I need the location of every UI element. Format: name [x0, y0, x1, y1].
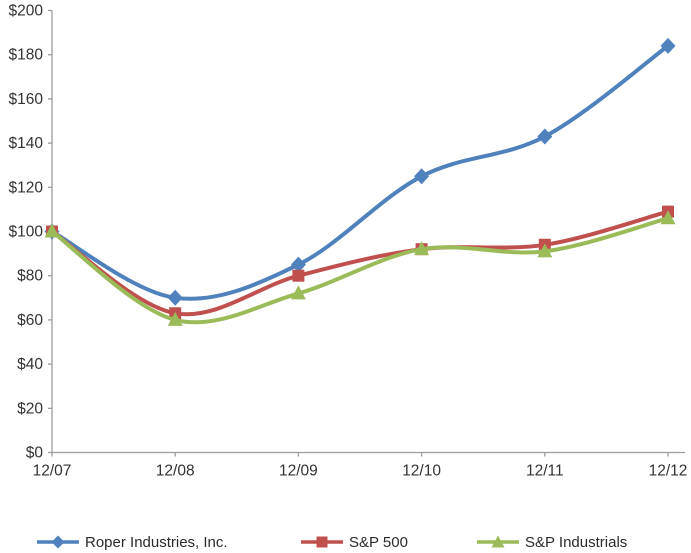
s-p-industrials-marker	[167, 311, 183, 326]
legend-item-roper-industries: Roper Industries, Inc.	[36, 533, 228, 551]
s-p-industrials-marker	[660, 210, 676, 225]
s-p-industrials-legend-marker-shape	[491, 535, 505, 548]
s-p-industrials-marker	[44, 223, 60, 238]
y-axis-tick-label: $180	[9, 47, 44, 64]
y-axis-tick-label: $40	[17, 356, 43, 373]
s-p-industrials-marker	[290, 285, 306, 300]
y-axis-tick-label: $80	[17, 268, 43, 285]
s-p-500-marker	[292, 269, 305, 282]
legend-label-roper-industries: Roper Industries, Inc.	[85, 533, 228, 551]
chart-legend: Roper Industries, Inc. S&P 500 S&P Indus…	[0, 533, 691, 553]
legend-label-sp500: S&P 500	[349, 533, 408, 551]
roper-industries-inc-marker	[167, 289, 183, 306]
sp-industrials-line-triangle-icon	[477, 535, 519, 548]
y-axis-tick-label: $120	[9, 179, 44, 196]
y-axis-tick-label: $100	[9, 224, 44, 241]
legend-item-sp-industrials: S&P Industrials	[476, 533, 627, 551]
s-p-industrials-line	[50, 216, 670, 325]
roper-industries-inc-marker	[537, 128, 553, 145]
roper-industries-inc-marker	[290, 256, 306, 273]
roper-industries-inc-line	[50, 43, 670, 301]
roper-industries-inc-legend-marker-shape	[51, 535, 65, 549]
y-axis-tick-label: $160	[9, 91, 44, 108]
legend-item-sp500: S&P 500	[300, 533, 408, 551]
s-p-industrials-marker	[537, 243, 553, 258]
sp500-line-square-icon	[301, 536, 343, 548]
y-axis-tick-label: $140	[9, 135, 44, 152]
s-p-500-line	[50, 209, 670, 317]
s-p-500-legend-marker-shape	[316, 536, 328, 548]
legend-label-sp-industrials: S&P Industrials	[525, 533, 628, 551]
x-axis-tick-label: 12/08	[156, 463, 195, 480]
y-axis-tick-label: $60	[17, 312, 43, 329]
y-axis-tick-label: $200	[9, 3, 44, 20]
performance-line-chart: $0 $20 $40 $60 $80 $100 $120 $140 $160 $180 $200 12…	[9, 3, 688, 480]
roper-industries-inc-marker	[414, 168, 430, 185]
x-axis-tick-label: 12/07	[33, 463, 72, 480]
roper-industries-inc-marker	[660, 37, 676, 54]
y-axis-tick-label: $0	[26, 445, 44, 462]
x-axis-tick-label: 12/11	[526, 463, 564, 480]
roper-line-diamond-icon	[37, 535, 79, 549]
x-axis-tick-label: 12/10	[402, 463, 441, 480]
y-axis-tick-label: $20	[17, 400, 43, 417]
x-axis-tick-label: 12/09	[279, 463, 318, 480]
x-axis-tick-label: 12/12	[649, 463, 688, 480]
s-p-industrials-marker	[414, 241, 430, 256]
